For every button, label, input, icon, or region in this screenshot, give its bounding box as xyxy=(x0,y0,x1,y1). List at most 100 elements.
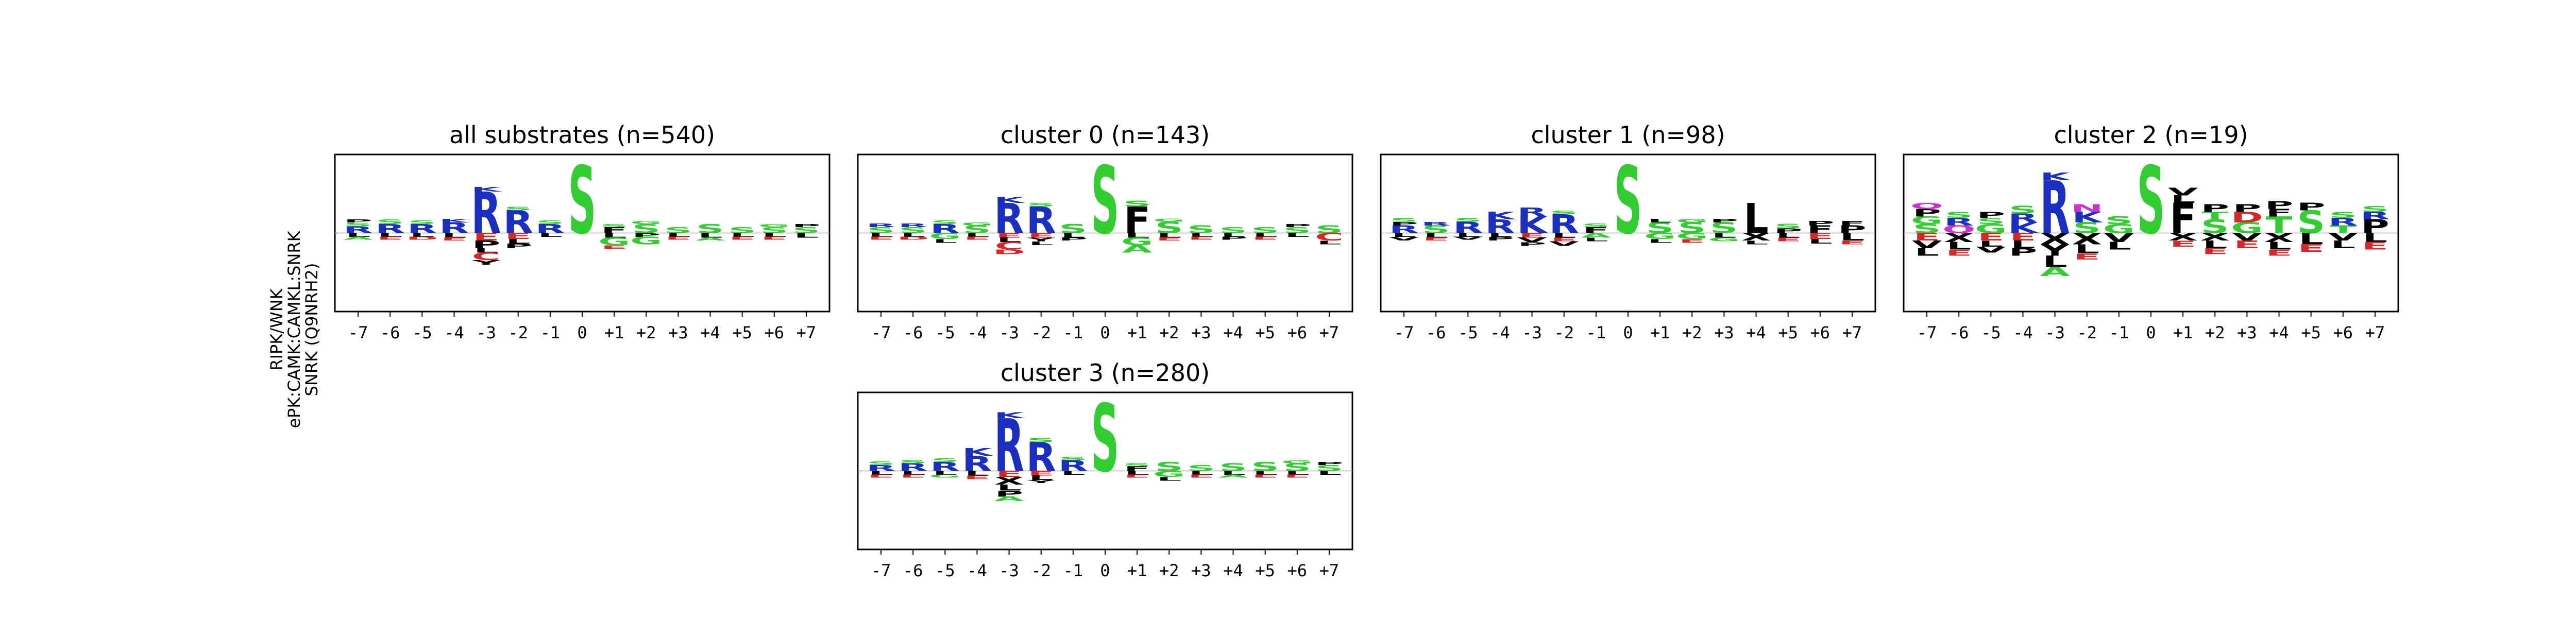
logo-letter-up: G xyxy=(1153,218,1185,222)
logo-letter-down: L xyxy=(602,232,626,239)
logo-letter-up: R xyxy=(2008,211,2038,226)
logo-letter-down: E xyxy=(601,244,628,250)
logo-letter-down: G xyxy=(1708,236,1740,243)
logo-letter-up: S xyxy=(1614,146,1642,255)
x-tick-label: -7 xyxy=(348,323,368,342)
logo-letter-down: L xyxy=(2363,231,2387,245)
logo-letter-down: L xyxy=(1946,240,1971,252)
logo-letter-down: E xyxy=(1945,248,1972,257)
logo-letter-up: S xyxy=(2105,215,2133,227)
logo-letter-down: G xyxy=(598,236,630,248)
logo-letter-down: Y xyxy=(1026,236,1056,243)
logo-letter-up: S xyxy=(1315,223,1343,235)
logo-letter-down: X xyxy=(2072,230,2102,248)
logo-letter-up: K xyxy=(1485,210,1517,222)
logo-letter-down: A xyxy=(1581,232,1612,239)
logo-letter-up: P xyxy=(344,219,372,223)
logo-letter-up: R xyxy=(962,452,992,476)
logo-letter-up: R xyxy=(1517,205,1547,219)
logo-letter-down: X xyxy=(1944,231,1974,245)
logo-letter-up: F xyxy=(1124,200,1150,242)
logo-letter-up: S xyxy=(1059,456,1087,462)
logo-letter-down: G xyxy=(929,231,961,241)
x-tick-label: +1 xyxy=(1127,323,1147,342)
logo-letter-up: L xyxy=(1743,195,1768,243)
logo-letter-down: Y xyxy=(2040,242,2070,260)
x-tick-label: +3 xyxy=(2237,323,2257,342)
logo-letter-down: L xyxy=(2107,240,2131,252)
logo-letter-down: L xyxy=(2266,240,2291,252)
logo-letter-up: S xyxy=(1550,210,1578,216)
logo-letter-up: S xyxy=(1582,222,1610,228)
logo-letter-up: S xyxy=(1422,223,1450,235)
logo-letter-up: P xyxy=(1806,220,1834,227)
logo-letter-up: T xyxy=(2266,212,2293,238)
logo-letter-down: E xyxy=(1519,232,1546,239)
logo-letter-down: C xyxy=(1315,231,1343,243)
logo-letter-up: S xyxy=(1251,226,1279,235)
logo-letter-up: R xyxy=(471,181,501,247)
logo-letter-up: P xyxy=(2297,201,2325,213)
x-tick-label: -5 xyxy=(935,561,955,580)
logo-letter-down: E xyxy=(1978,231,2005,243)
logo-letter-down: G xyxy=(929,474,961,478)
logo-letter-down: C xyxy=(995,240,1023,252)
logo-letter-down: E xyxy=(1028,232,1055,239)
logo-letter-down: E xyxy=(2201,247,2228,256)
logo-panel-1: cluster 0 (n=143)SRLE-7SRLD-6RSGL-5SGLE-… xyxy=(857,121,1353,342)
x-tick-label: +7 xyxy=(1319,323,1340,342)
logo-letter-down: E xyxy=(868,474,894,478)
x-tick-label: +7 xyxy=(1842,323,1862,342)
x-tick-label: -1 xyxy=(1063,323,1083,342)
logo-letter-down: L xyxy=(794,232,819,239)
logo-letter-down: E xyxy=(868,236,894,240)
logo-letter-up: K xyxy=(1517,212,1548,238)
logo-letter-down: E xyxy=(2298,243,2325,254)
logo-letter-down: L xyxy=(2043,253,2067,271)
logo-letter-up: Q xyxy=(1910,201,1943,211)
logo-letter-down: X xyxy=(994,475,1024,487)
logo-letter-down: V xyxy=(1453,236,1483,240)
logo-letter-up: S xyxy=(632,222,660,236)
logo-letter-up: K xyxy=(2008,220,2039,237)
logo-letter-down: A xyxy=(343,236,374,240)
logo-letter-up: S xyxy=(1646,220,1674,237)
x-tick-label: -5 xyxy=(935,323,955,342)
logo-letter-up: S xyxy=(1945,210,1973,220)
logo-letter-up: S xyxy=(1390,217,1418,223)
logo-letter-down: D xyxy=(897,236,929,240)
logo-letter-down: L xyxy=(869,470,893,476)
x-tick-label: +3 xyxy=(668,323,688,342)
logo-letter-down: E xyxy=(996,232,1023,239)
logo-letter-up: S xyxy=(1454,217,1482,223)
logo-letter-down: E xyxy=(2234,239,2261,251)
x-tick-label: 0 xyxy=(2146,323,2156,342)
logo-letter-up: S xyxy=(1283,461,1311,473)
logo-letter-down: E xyxy=(665,236,692,240)
logo-letter-up: S xyxy=(408,219,436,226)
x-tick-label: +7 xyxy=(796,323,817,342)
logo-letter-down: E xyxy=(964,236,991,240)
logo-letter-down: P xyxy=(1219,236,1247,240)
logo-letter-up: G xyxy=(1911,215,1943,227)
logo-letter-down: L xyxy=(506,238,531,245)
logo-letter-up: K xyxy=(962,446,994,458)
logo-letter-up: F xyxy=(1124,465,1150,472)
row-ylabel-text: RIPK/WNK ePK:CAMK:CAMKL:SNRK SNRK (Q9NRH… xyxy=(267,216,321,443)
logo-letter-down: E xyxy=(1188,236,1215,240)
x-tick-label: +3 xyxy=(1191,561,1211,580)
logo-letter-down: L xyxy=(901,232,925,238)
logo-letter-up: G xyxy=(2103,222,2135,236)
logo-letter-up: S xyxy=(1187,223,1215,235)
logo-letter-down: L xyxy=(730,232,755,238)
logo-letter-up: P xyxy=(1977,210,2005,220)
logo-letter-up: R xyxy=(375,222,405,236)
logo-letter-down: P xyxy=(632,232,660,238)
logo-letter-down: P xyxy=(995,489,1023,498)
logo-letter-down: L xyxy=(901,470,925,476)
logo-letter-down: E xyxy=(1775,236,1802,243)
logo-letter-up: L xyxy=(1648,218,1672,224)
logo-letter-down: X xyxy=(2264,231,2294,245)
logo-letter-down: E xyxy=(900,474,926,478)
logo-letter-up: S xyxy=(899,226,927,235)
